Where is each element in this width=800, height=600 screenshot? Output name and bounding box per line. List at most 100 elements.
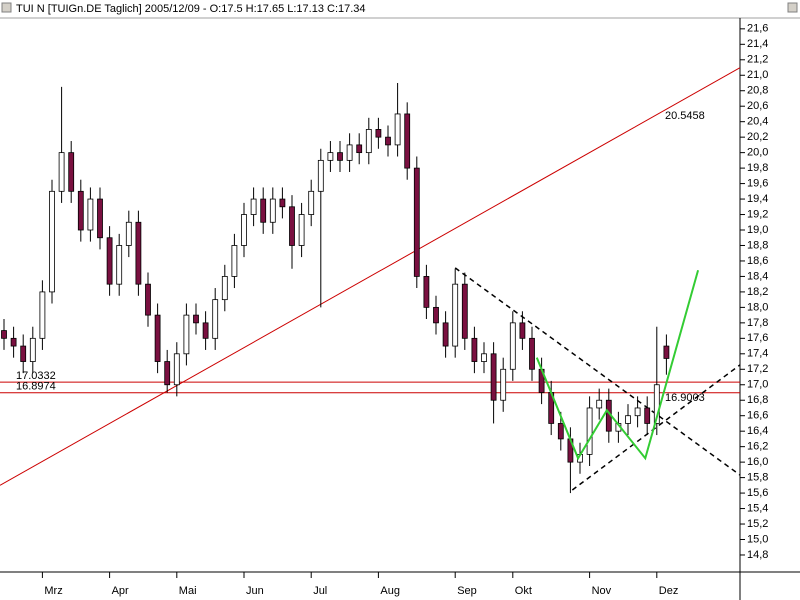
candle-body bbox=[481, 353, 487, 362]
x-tick-label: Mai bbox=[179, 585, 197, 597]
candle-body bbox=[471, 337, 478, 362]
candle-body bbox=[29, 337, 36, 362]
x-tick-label: Jul bbox=[313, 585, 327, 597]
y-tick-label: 21,6 bbox=[747, 23, 768, 35]
candle-body bbox=[135, 221, 142, 285]
x-tick-label: Okt bbox=[515, 585, 532, 597]
candle-body bbox=[423, 276, 430, 308]
candle-body bbox=[289, 206, 295, 246]
y-tick-label: 19,6 bbox=[747, 177, 768, 189]
candle-body bbox=[87, 198, 94, 231]
y-tick-label: 16,6 bbox=[747, 410, 768, 422]
y-tick-label: 20,8 bbox=[747, 85, 768, 97]
y-tick-label: 19,0 bbox=[747, 224, 768, 236]
candle-body bbox=[183, 314, 190, 355]
x-tick-label: Mrz bbox=[44, 585, 62, 597]
y-tick-label: 17,4 bbox=[747, 348, 768, 360]
candle-body bbox=[509, 322, 516, 370]
candle-body bbox=[39, 291, 46, 339]
candle-body bbox=[375, 129, 382, 138]
y-tick-label: 15,2 bbox=[747, 518, 768, 530]
candle-body bbox=[557, 423, 564, 440]
y-tick-label: 21,4 bbox=[747, 38, 768, 50]
y-tick-label: 16,2 bbox=[747, 441, 768, 453]
candle-body bbox=[97, 198, 103, 239]
y-tick-label: 16,4 bbox=[747, 425, 768, 437]
y-tick-label: 18,2 bbox=[747, 286, 768, 298]
dashed-line bbox=[454, 267, 740, 476]
candle-body bbox=[221, 276, 228, 301]
candle-body bbox=[452, 283, 459, 347]
y-tick-label: 21,2 bbox=[747, 54, 768, 66]
candle-body bbox=[433, 306, 439, 324]
candle-body bbox=[385, 136, 391, 146]
y-tick-label: 20,4 bbox=[747, 116, 768, 128]
candle-body bbox=[625, 415, 631, 424]
candle-body bbox=[154, 314, 161, 362]
candle-body bbox=[529, 337, 535, 370]
candle-body bbox=[317, 159, 324, 192]
y-tick-label: 19,2 bbox=[747, 208, 768, 220]
candle-body bbox=[241, 214, 247, 246]
candle-body bbox=[212, 299, 219, 339]
candle-body bbox=[20, 345, 27, 362]
candle-body bbox=[58, 152, 65, 192]
level-label: 17.0332 bbox=[16, 370, 56, 382]
candle-body bbox=[68, 152, 75, 192]
candle-body bbox=[250, 198, 257, 215]
candle-body bbox=[308, 190, 315, 215]
candle-body bbox=[337, 152, 343, 161]
x-tick-label: Apr bbox=[112, 585, 129, 597]
candle-body bbox=[356, 144, 363, 154]
candle-body bbox=[394, 113, 401, 146]
candle-body bbox=[298, 214, 305, 246]
y-tick-label: 14,8 bbox=[747, 549, 768, 561]
candle-body bbox=[327, 152, 334, 161]
y-tick-label: 17,8 bbox=[747, 317, 768, 329]
pattern-label: 16.9003 bbox=[665, 392, 705, 404]
candle-body bbox=[644, 407, 651, 424]
y-tick-label: 17,0 bbox=[747, 379, 768, 391]
y-tick-label: 15,4 bbox=[747, 502, 768, 514]
y-tick-label: 18,6 bbox=[747, 255, 768, 267]
candle-body bbox=[490, 353, 497, 401]
candle-body bbox=[231, 245, 238, 277]
candle-body bbox=[442, 322, 449, 347]
y-tick-label: 15,6 bbox=[747, 487, 768, 499]
candle-body bbox=[106, 237, 113, 285]
level-label: 16.8974 bbox=[16, 381, 56, 393]
candle-body bbox=[49, 190, 55, 293]
candle-body bbox=[404, 113, 411, 169]
menu-icon[interactable] bbox=[1, 2, 12, 13]
candle-body bbox=[279, 198, 286, 208]
scroll-icon[interactable] bbox=[787, 2, 798, 13]
candle-body bbox=[116, 245, 123, 285]
x-tick-label: Sep bbox=[457, 585, 477, 597]
dashed-line bbox=[571, 364, 740, 491]
candle-body bbox=[164, 361, 171, 386]
candle-body bbox=[1, 330, 7, 339]
y-tick-label: 18,4 bbox=[747, 270, 768, 282]
y-tick-label: 15,8 bbox=[747, 472, 768, 484]
candle-body bbox=[365, 129, 372, 154]
trend-label: 20.5458 bbox=[665, 110, 705, 122]
candle-body bbox=[260, 198, 267, 223]
y-tick-label: 17,2 bbox=[747, 363, 768, 375]
candle-body bbox=[346, 144, 353, 161]
candle-body bbox=[519, 322, 526, 339]
candle-body bbox=[145, 283, 151, 316]
candle-body bbox=[413, 167, 420, 277]
chart-title: TUI N [TUIGn.DE Taglich] 2005/12/09 - O:… bbox=[16, 3, 366, 15]
candle-body bbox=[461, 283, 468, 339]
candle-body bbox=[125, 221, 132, 246]
x-tick-label: Jun bbox=[246, 585, 264, 597]
y-tick-label: 15,0 bbox=[747, 533, 768, 545]
y-tick-label: 16,0 bbox=[747, 456, 768, 468]
candle-body bbox=[586, 407, 593, 455]
x-tick-label: Dez bbox=[659, 585, 679, 597]
candle-body bbox=[193, 314, 199, 324]
y-tick-label: 16,8 bbox=[747, 394, 768, 406]
y-tick-label: 17,6 bbox=[747, 332, 768, 344]
